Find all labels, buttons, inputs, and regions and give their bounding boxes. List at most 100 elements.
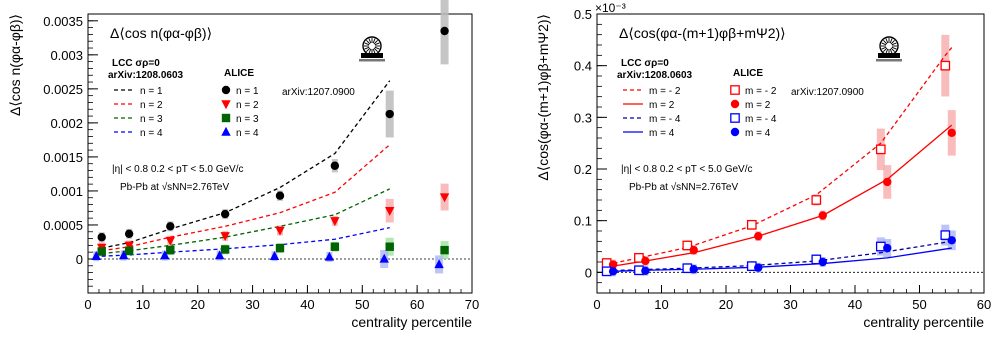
legend-alice-label: n = 4 — [236, 128, 259, 139]
legend-alice-label: n = 3 — [236, 114, 259, 125]
data-point — [220, 232, 230, 242]
data-point — [875, 144, 886, 155]
y-tick-label: 0.0005 — [43, 218, 83, 233]
data-point — [160, 250, 170, 260]
data-point — [118, 250, 129, 260]
legend-marker — [221, 126, 231, 136]
data-point — [754, 231, 763, 241]
legend-marker — [730, 99, 740, 109]
data-point — [746, 219, 757, 230]
y-tick-label: 0 — [585, 265, 592, 280]
y-tick-label: 0.2 — [574, 162, 592, 177]
legend-alice-label: m = 4 — [745, 128, 771, 139]
data-point — [124, 241, 134, 251]
y-tick-label: 0.3 — [574, 110, 592, 125]
x-axis-title: centrality percentile — [351, 314, 472, 330]
data-point — [883, 243, 892, 253]
data-point — [124, 246, 134, 256]
legend-marker — [221, 113, 231, 123]
alice-points — [91, 26, 450, 269]
x-tick-label: 30 — [245, 297, 259, 312]
data-point — [97, 247, 106, 256]
plot-frame — [87, 13, 473, 294]
data-point — [682, 240, 693, 251]
data-point — [166, 245, 175, 255]
kinematic-cuts: |η| < 0.8 0.2 < pT < 5.0 GeV/c — [112, 164, 243, 175]
legend-lcc-label: n = 3 — [140, 114, 163, 125]
data-point — [385, 109, 394, 119]
y-tick-label: 0.0015 — [43, 150, 83, 165]
y-axis-title: Δ⟨cos(φα-(m+1)φβ+mΨ2)⟩ — [535, 14, 551, 181]
y-exponent: ×10⁻³ — [595, 1, 626, 15]
legend-lcc-ref: arXiv:1208.0603 — [108, 70, 184, 81]
x-tick-label: 10 — [654, 297, 668, 312]
data-point — [689, 265, 698, 274]
data-point — [818, 211, 827, 220]
legend-lcc-header: LCC σρ=0 — [621, 58, 669, 69]
alice-logo — [359, 36, 385, 62]
data-point — [940, 60, 951, 71]
x-tick-label: 40 — [848, 297, 862, 312]
x-axis: 0 10 20 30 40 50 60 70 — [84, 285, 479, 312]
data-point — [166, 222, 175, 231]
lcc-curves — [606, 47, 953, 272]
x-tick-label: 40 — [300, 297, 314, 312]
y-axis: 0 0.0005 0.001 0.0015 0.002 0.0025 0.003 0.0035 — [43, 13, 98, 294]
y-tick-label: 0 — [76, 252, 83, 267]
data-point — [330, 161, 340, 170]
kinematic-cuts: |η| < 0.8 0.2 < pT < 5.0 GeV/c — [621, 164, 752, 175]
data-point — [385, 242, 394, 251]
legend-lcc-label: m = - 2 — [649, 86, 681, 97]
x-tick-label: 60 — [410, 297, 424, 312]
legend-lcc-label: m = 2 — [649, 100, 675, 111]
data-point — [641, 266, 650, 275]
legend-alice-label: n = 1 — [236, 86, 259, 97]
data-point — [947, 236, 956, 245]
x-tick-label: 0 — [593, 297, 600, 312]
data-point — [324, 251, 335, 261]
y-tick-label: 0.003 — [50, 48, 83, 63]
lcc-curve — [606, 47, 953, 266]
legend-marker — [730, 113, 740, 123]
legend-marker — [221, 100, 231, 110]
data-point — [220, 209, 230, 219]
lcc-curve — [101, 227, 390, 257]
data-point — [269, 251, 280, 260]
legend-lcc-label: m = - 4 — [649, 114, 681, 125]
y-tick-label: 0.5 — [574, 7, 592, 22]
data-point — [811, 195, 822, 205]
legend-alice-label: m = 2 — [745, 100, 771, 111]
chart-panel-1: 0 10 20 30 40 50 60 70 0 0.0005 0.001 0.0015 0.002 0.… — [7, 0, 479, 330]
chart-title: Δ⟨cos n(φα-φβ)⟩ — [110, 25, 212, 41]
y-axis-title: Δ⟨cos n(φα-φβ)⟩ — [7, 14, 23, 116]
x-tick-label: 10 — [136, 297, 150, 312]
x-tick-label: 60 — [977, 297, 991, 312]
data-point — [608, 267, 618, 276]
data-point — [440, 245, 449, 255]
legend-alice-label: m = - 2 — [745, 86, 777, 97]
data-point — [754, 263, 763, 272]
x-axis-title: centrality percentile — [863, 314, 984, 330]
x-tick-label: 20 — [190, 297, 204, 312]
legend-alice-label: n = 2 — [236, 100, 259, 111]
legend-marker — [730, 85, 740, 95]
data-point — [379, 253, 389, 263]
x-tick-label: 70 — [465, 297, 479, 312]
y-tick-label: 0.0035 — [43, 14, 83, 29]
data-point — [439, 193, 450, 203]
y-tick-label: 0.001 — [50, 184, 83, 199]
x-tick-label: 20 — [719, 297, 733, 312]
chart-panel-2: 0 10 20 30 40 50 60 0 0.1 0.2 0.3 0.4 0.5 ×10⁻³ centra… — [535, 1, 991, 330]
legend-alice-ref: arXiv:1207.0900 — [791, 87, 864, 98]
legend-alice-label: m = - 4 — [745, 114, 777, 125]
legend-alice-header: ALICE — [224, 68, 254, 79]
data-point — [689, 245, 698, 255]
data-point — [434, 259, 444, 269]
data-point — [883, 177, 892, 187]
legend-lcc-label: m = 4 — [649, 128, 675, 139]
legend-alice-ref: arXiv:1207.0900 — [282, 87, 355, 98]
x-tick-label: 50 — [912, 297, 926, 312]
lcc-curve — [101, 144, 391, 252]
legend-lcc-label: n = 4 — [140, 128, 163, 139]
